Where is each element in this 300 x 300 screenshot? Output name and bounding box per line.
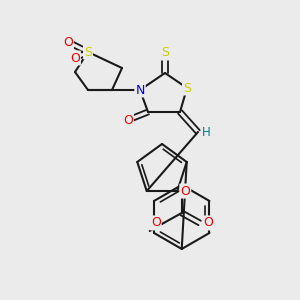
Text: S: S (183, 82, 191, 94)
Text: O: O (63, 35, 73, 49)
Text: O: O (123, 113, 133, 127)
Text: O: O (203, 217, 213, 230)
Text: O: O (180, 184, 190, 197)
Text: S: S (84, 46, 92, 59)
Text: N: N (135, 83, 145, 97)
Text: O: O (151, 217, 161, 230)
Text: H: H (202, 125, 210, 139)
Text: S: S (161, 46, 169, 59)
Text: O: O (70, 52, 80, 64)
